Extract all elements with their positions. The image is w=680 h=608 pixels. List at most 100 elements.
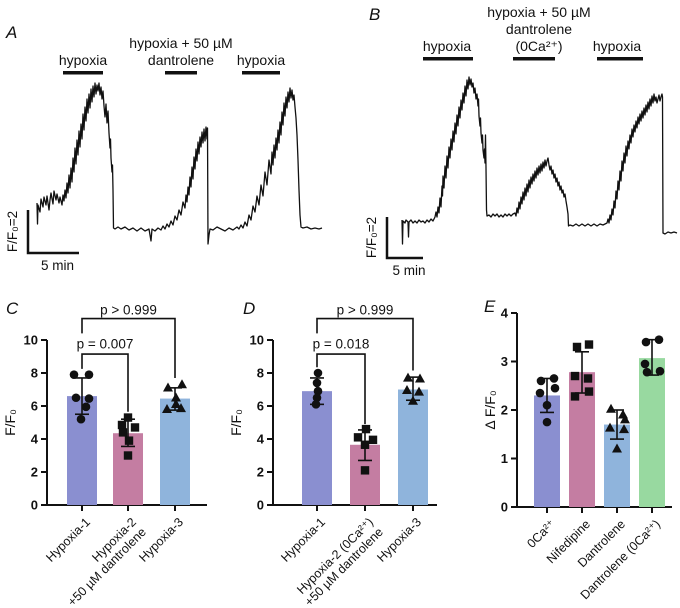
bar: [639, 358, 665, 507]
x-category-label: Hypoxia-3: [374, 515, 424, 565]
data-point-triangle: [605, 422, 615, 432]
data-point-circle: [312, 378, 322, 388]
panel-letter-b: B: [369, 5, 381, 24]
bar: [160, 398, 190, 505]
treatment-bar: [242, 71, 280, 75]
data-point-circle: [76, 414, 86, 424]
data-point-square: [117, 420, 127, 430]
treatment-bar: [513, 57, 555, 61]
y-tick-label: 4: [501, 306, 509, 321]
bar: [302, 391, 332, 505]
scalebar-y-label: F/F₀=2: [364, 217, 379, 258]
data-point-square: [584, 387, 594, 396]
data-point-circle: [654, 335, 664, 344]
data-point-circle: [313, 368, 323, 378]
data-point-circle: [536, 376, 546, 386]
data-point-circle: [641, 337, 651, 347]
treatment-label: hypoxia: [423, 38, 471, 54]
scale-bar: [385, 217, 423, 260]
data-point-triangle: [606, 403, 616, 413]
data-point-circle: [312, 393, 322, 403]
p-value-label: p = 0.007: [77, 336, 134, 351]
fluorescence-trace: [36, 82, 323, 245]
bar: [398, 389, 428, 505]
data-point-triangle: [414, 386, 424, 396]
treatment-label: dantrolene: [506, 21, 572, 37]
data-point-triangle: [619, 424, 629, 434]
y-tick-label: 6: [31, 399, 38, 414]
y-tick-label: 4: [31, 432, 39, 447]
data-point-square: [572, 342, 582, 352]
data-point-triangle: [415, 373, 425, 383]
treatment-label: hypoxia + 50 µM: [487, 4, 590, 20]
y-tick-label: 2: [31, 465, 38, 480]
bar-panel-e: 012340Ca²⁺NifedipineDantroleneDantrolene…: [482, 306, 672, 602]
data-point-triangle: [171, 392, 181, 402]
treatment-label: hypoxia: [59, 52, 107, 68]
data-point-square: [123, 451, 133, 460]
data-point-circle: [549, 374, 559, 383]
data-point-square: [360, 466, 370, 475]
treatment-label: hypoxia: [593, 38, 641, 54]
data-point-square: [570, 392, 580, 401]
data-point-circle: [84, 394, 94, 403]
p-value-label: p > 0.999: [337, 302, 394, 317]
bar: [534, 395, 560, 507]
panel-letter-e: E: [484, 297, 496, 316]
y-tick-label: 0: [31, 498, 38, 513]
y-tick-label: 8: [31, 366, 38, 381]
data-point-circle: [81, 402, 91, 412]
x-category-label: Hypoxia-1: [278, 515, 328, 565]
data-point-triangle: [402, 385, 412, 395]
data-point-circle: [311, 400, 321, 409]
p-bracket: [316, 353, 366, 425]
y-tick-label: 0: [257, 498, 264, 513]
scalebar-x-label: 5 min: [41, 258, 74, 273]
data-point-square: [124, 436, 134, 445]
panel-letter-c: C: [6, 299, 19, 318]
data-point-square: [361, 424, 371, 434]
y-tick-label: 6: [257, 399, 264, 414]
data-point-circle: [550, 383, 560, 393]
data-point-triangle: [403, 372, 413, 382]
p-bracket: [81, 317, 176, 378]
x-category-line: Hypoxia-1: [43, 515, 93, 565]
treatment-label: (0Ca²⁺): [515, 38, 562, 54]
data-point-circle: [542, 400, 552, 410]
x-category-line: Hypoxia-3: [374, 515, 424, 565]
data-point-circle: [313, 386, 323, 396]
y-tick-label: 2: [257, 465, 264, 480]
y-tick-label: 3: [501, 354, 508, 369]
y-tick-label: 2: [501, 403, 508, 418]
p-value-label: p = 0.018: [313, 336, 370, 351]
y-axis-label: Δ F/F₀: [482, 390, 498, 429]
data-point-circle: [71, 393, 81, 403]
treatment-label: dantrolene: [148, 52, 214, 68]
data-point-square: [360, 440, 370, 449]
data-point-circle: [535, 388, 545, 398]
treatment-bar: [63, 71, 103, 75]
data-point-square: [570, 371, 580, 381]
p-bracket: [316, 317, 414, 371]
data-point-square: [368, 435, 378, 445]
data-point-triangle: [177, 379, 187, 389]
data-point-triangle: [612, 443, 622, 453]
y-tick-label: 8: [257, 366, 264, 381]
panel-letter-d: D: [243, 299, 256, 318]
treatment-label: hypoxia: [237, 52, 285, 68]
data-point-square: [118, 428, 128, 437]
data-point-triangle: [171, 399, 181, 409]
data-point-triangle: [176, 403, 186, 413]
data-point-triangle: [620, 414, 630, 424]
data-point-square: [353, 433, 363, 442]
data-point-square: [123, 413, 133, 422]
y-axis-label: F/F₀: [2, 409, 18, 436]
data-point-circle: [642, 367, 652, 377]
treatment-bar: [423, 57, 473, 61]
y-tick-label: 1: [501, 451, 508, 466]
